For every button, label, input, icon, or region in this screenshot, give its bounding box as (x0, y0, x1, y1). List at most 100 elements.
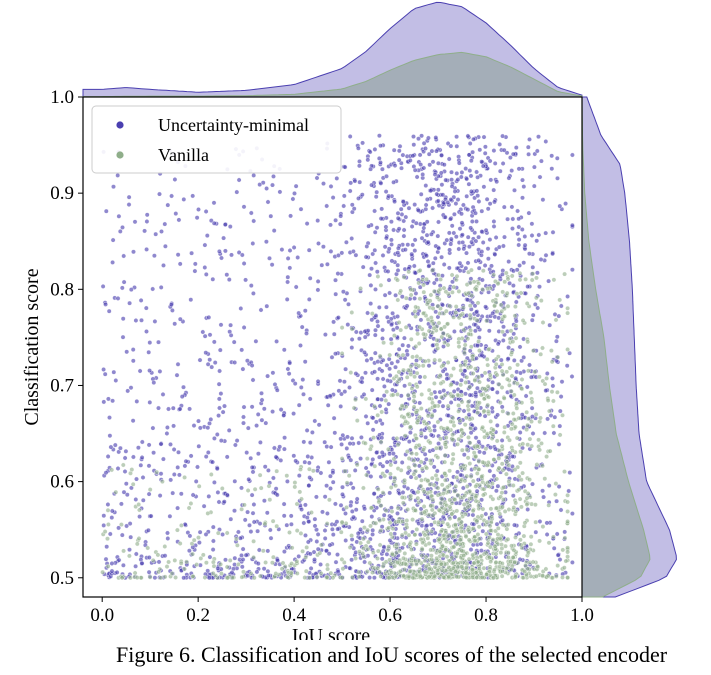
point-uncertainty-minimal (220, 532, 226, 537)
point-vanilla (449, 460, 455, 466)
point-uncertainty-minimal (499, 437, 505, 443)
point-vanilla (365, 546, 371, 552)
point-vanilla (340, 566, 346, 572)
point-vanilla (147, 574, 153, 580)
point-uncertainty-minimal (207, 357, 213, 363)
point-uncertainty-minimal (405, 242, 411, 248)
point-uncertainty-minimal (550, 383, 556, 389)
point-uncertainty-minimal (221, 235, 227, 241)
point-uncertainty-minimal (216, 396, 222, 402)
point-uncertainty-minimal (341, 203, 347, 209)
point-uncertainty-minimal (384, 173, 389, 179)
point-uncertainty-minimal (120, 334, 126, 340)
point-uncertainty-minimal (287, 360, 293, 366)
point-uncertainty-minimal (520, 195, 525, 201)
point-vanilla (493, 559, 499, 565)
point-uncertainty-minimal (171, 447, 177, 452)
point-vanilla (289, 561, 294, 566)
point-uncertainty-minimal (465, 297, 471, 303)
point-uncertainty-minimal (529, 405, 535, 411)
point-vanilla (513, 574, 518, 580)
point-vanilla (470, 478, 476, 484)
point-vanilla (500, 522, 506, 528)
point-vanilla (473, 453, 479, 459)
point-uncertainty-minimal (516, 224, 522, 230)
point-uncertainty-minimal (569, 374, 575, 379)
point-uncertainty-minimal (144, 212, 150, 218)
point-uncertainty-minimal (380, 336, 385, 341)
point-uncertainty-minimal (257, 521, 263, 526)
point-uncertainty-minimal (373, 327, 378, 333)
point-uncertainty-minimal (409, 251, 415, 257)
point-uncertainty-minimal (386, 277, 392, 283)
point-vanilla (397, 548, 403, 554)
point-uncertainty-minimal (556, 441, 562, 447)
point-uncertainty-minimal (374, 269, 380, 275)
point-uncertainty-minimal (175, 252, 181, 258)
point-uncertainty-minimal (364, 243, 370, 249)
point-uncertainty-minimal (157, 191, 162, 197)
marginal-x-kde-vanilla (82, 51, 583, 98)
point-vanilla (484, 356, 490, 362)
point-vanilla (294, 571, 300, 576)
point-vanilla (478, 392, 484, 398)
point-uncertainty-minimal (228, 322, 234, 328)
point-uncertainty-minimal (368, 356, 374, 362)
point-uncertainty-minimal (371, 491, 377, 496)
point-uncertainty-minimal (168, 441, 173, 447)
legend-marker-vanilla (116, 151, 124, 159)
point-vanilla (465, 336, 471, 342)
y-tick-label: 0.9 (50, 183, 74, 204)
point-uncertainty-minimal (496, 244, 502, 250)
point-vanilla (410, 517, 415, 522)
point-vanilla (488, 506, 494, 512)
point-uncertainty-minimal (376, 454, 382, 460)
point-vanilla (439, 496, 445, 502)
point-uncertainty-minimal (416, 136, 421, 142)
point-vanilla (529, 399, 535, 405)
point-vanilla (456, 339, 462, 345)
point-uncertainty-minimal (197, 357, 203, 363)
point-uncertainty-minimal (360, 140, 365, 146)
point-vanilla (490, 427, 496, 433)
point-vanilla (304, 545, 310, 550)
point-uncertainty-minimal (170, 490, 176, 496)
point-uncertainty-minimal (480, 240, 486, 245)
point-uncertainty-minimal (469, 219, 475, 224)
point-vanilla (428, 553, 434, 559)
point-uncertainty-minimal (378, 216, 384, 222)
point-uncertainty-minimal (517, 430, 523, 435)
point-uncertainty-minimal (150, 425, 156, 431)
x-tick-label: 0.8 (474, 605, 498, 626)
point-uncertainty-minimal (425, 239, 431, 245)
point-vanilla (487, 523, 493, 529)
point-vanilla (353, 397, 358, 403)
point-uncertainty-minimal (379, 368, 385, 374)
point-uncertainty-minimal (380, 548, 386, 554)
point-uncertainty-minimal (419, 133, 424, 139)
point-vanilla (369, 311, 375, 316)
point-uncertainty-minimal (296, 310, 302, 316)
point-uncertainty-minimal (175, 361, 181, 367)
point-uncertainty-minimal (261, 406, 267, 412)
point-vanilla (365, 539, 371, 545)
point-vanilla (145, 545, 151, 551)
point-vanilla (182, 566, 187, 572)
point-uncertainty-minimal (501, 324, 506, 330)
point-uncertainty-minimal (494, 389, 500, 395)
point-uncertainty-minimal (232, 442, 238, 448)
point-uncertainty-minimal (545, 416, 550, 422)
point-uncertainty-minimal (444, 372, 450, 377)
point-uncertainty-minimal (465, 207, 471, 213)
point-uncertainty-minimal (340, 484, 345, 490)
point-uncertainty-minimal (554, 334, 560, 340)
point-vanilla (460, 430, 466, 436)
point-uncertainty-minimal (373, 313, 379, 318)
point-uncertainty-minimal (203, 209, 209, 214)
point-uncertainty-minimal (202, 333, 208, 339)
point-vanilla (470, 526, 476, 531)
point-vanilla (387, 520, 393, 525)
point-uncertainty-minimal (130, 358, 136, 364)
point-vanilla (529, 443, 534, 449)
point-vanilla (360, 536, 366, 542)
